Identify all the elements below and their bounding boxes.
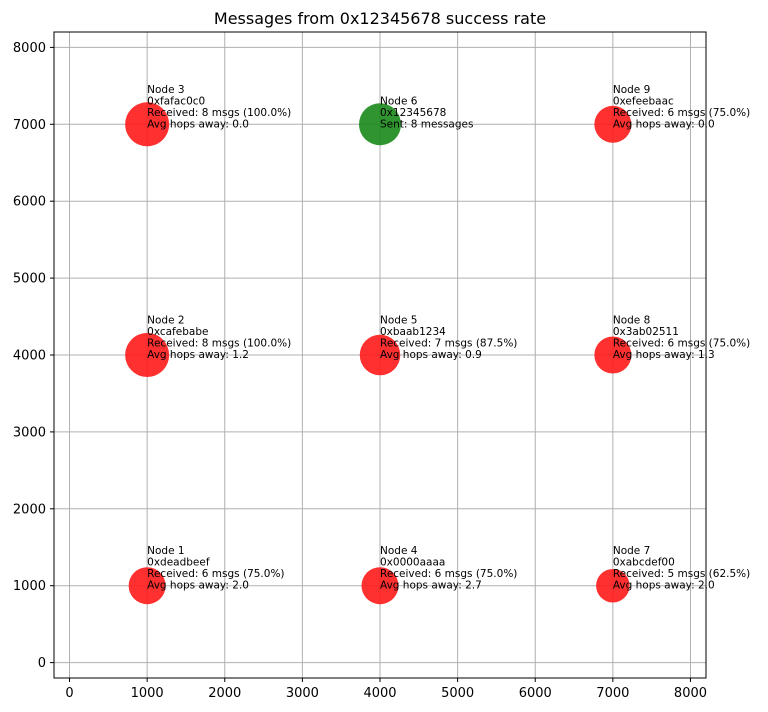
- node-label: Node 6 0x12345678 Sent: 8 messages: [380, 95, 473, 130]
- node-label-line: Node 7: [613, 545, 650, 557]
- node-label-line: Received: 6 msgs (75.0%): [147, 568, 284, 580]
- x-tick-label: 0: [65, 686, 73, 701]
- x-tick-label: 7000: [596, 686, 629, 701]
- node-label-line: Avg hops away: 1.2: [147, 349, 249, 361]
- node-label: Node 9 0xefeebaac Received: 6 msgs (75.0%)…: [613, 84, 750, 130]
- node-label-line: 0x0000aaaa: [380, 557, 445, 569]
- node-label-line: 0xcafebabe: [147, 326, 208, 338]
- x-tick-label: 4000: [363, 686, 396, 701]
- node-label-line: Received: 8 msgs (100.0%): [147, 107, 291, 119]
- node-label: Node 3 0xfafac0c0 Received: 8 msgs (100.0%…: [147, 84, 291, 130]
- node-label: Node 7 0xabcdef00 Received: 5 msgs (62.5%)…: [613, 545, 750, 592]
- y-tick-label: 8000: [13, 41, 46, 56]
- node-label-line: Node 5: [380, 315, 417, 327]
- node-label: Node 5 0xbaab1234 Received: 7 msgs (87.5%)…: [380, 315, 517, 362]
- x-tick-label: 3000: [286, 686, 319, 701]
- node-point: [596, 568, 630, 603]
- y-tick-label: 2000: [13, 502, 46, 517]
- node-label-line: Avg hops away: 0.0: [147, 118, 249, 130]
- node-point: [594, 336, 632, 374]
- node-label: Node 1 0xdeadbeef Received: 6 msgs (75.0%)…: [147, 545, 284, 592]
- data-points: [125, 102, 632, 605]
- node-label-line: Node 3: [147, 84, 184, 96]
- node-label-line: 0xabcdef00: [613, 557, 675, 569]
- node-label-line: Avg hops away: 1.3: [613, 349, 715, 361]
- node-label-line: Node 1: [147, 545, 184, 557]
- x-tick-label: 5000: [441, 686, 474, 701]
- y-tick-label: 7000: [13, 118, 46, 133]
- x-tick-label: 2000: [208, 686, 241, 701]
- node-label-line: Node 6: [380, 95, 418, 107]
- node-label: Node 2 0xcafebabe Received: 8 msgs (100.0%…: [147, 315, 291, 362]
- node-label-line: Avg hops away: 2.0: [147, 580, 249, 592]
- node-label-line: 0x12345678: [380, 107, 446, 119]
- node-label: Node 4 0x0000aaaa Received: 6 msgs (75.0%)…: [380, 545, 517, 592]
- node-point: [359, 334, 401, 376]
- node-label-line: Avg hops away: 2.0: [613, 580, 715, 592]
- y-tick-label: 4000: [13, 349, 46, 364]
- chart-title: Messages from 0x12345678 success rate: [214, 9, 546, 28]
- node-label-line: Node 9: [613, 84, 650, 96]
- node-point: [125, 102, 170, 147]
- node-label-line: Received: 6 msgs (75.0%): [613, 107, 750, 119]
- source-node-point: [359, 103, 401, 146]
- node-label: Node 8 0x3ab02511 Received: 6 msgs (75.0%)…: [613, 315, 750, 362]
- node-label-line: Node 2: [147, 315, 184, 327]
- x-axis: 0 1000 2000 3000 4000 5000 6000 7000 8000: [65, 678, 707, 701]
- node-label-line: Node 8: [613, 315, 650, 327]
- node-label-line: 0xbaab1234: [380, 326, 446, 338]
- node-point: [361, 567, 399, 605]
- x-tick-label: 6000: [519, 686, 552, 701]
- node-label-line: 0x3ab02511: [613, 326, 679, 338]
- x-tick-label: 1000: [131, 686, 164, 701]
- node-label-line: Received: 7 msgs (87.5%): [380, 338, 517, 350]
- node-point: [125, 333, 170, 377]
- node-label-line: Received: 6 msgs (75.0%): [613, 338, 750, 350]
- node-label-line: Node 4: [380, 545, 418, 557]
- x-tick-label: 8000: [674, 686, 707, 701]
- y-tick-label: 5000: [13, 272, 46, 287]
- node-label-line: Avg hops away: 2.7: [380, 580, 482, 592]
- node-label-line: 0xefeebaac: [613, 95, 674, 107]
- y-tick-label: 1000: [13, 579, 46, 594]
- node-label-line: Received: 5 msgs (62.5%): [613, 568, 750, 580]
- y-axis: 0 1000 2000 3000 4000 5000 6000 7000 8000: [13, 41, 54, 671]
- node-label-line: Received: 8 msgs (100.0%): [147, 338, 291, 350]
- node-label-line: Avg hops away: 0.9: [380, 349, 482, 361]
- y-tick-label: 3000: [13, 425, 46, 440]
- node-label-line: Avg hops away: 0.0: [613, 118, 715, 130]
- point-labels: Node 1 0xdeadbeef Received: 6 msgs (75.0%)…: [147, 84, 750, 592]
- node-label-line: 0xfafac0c0: [147, 95, 205, 107]
- node-point: [128, 567, 166, 605]
- node-point: [594, 105, 632, 143]
- y-tick-label: 0: [38, 656, 46, 671]
- y-tick-label: 6000: [13, 195, 46, 210]
- node-label-line: Received: 6 msgs (75.0%): [380, 568, 517, 580]
- node-label-line: Sent: 8 messages: [380, 118, 473, 130]
- node-label-line: 0xdeadbeef: [147, 557, 210, 569]
